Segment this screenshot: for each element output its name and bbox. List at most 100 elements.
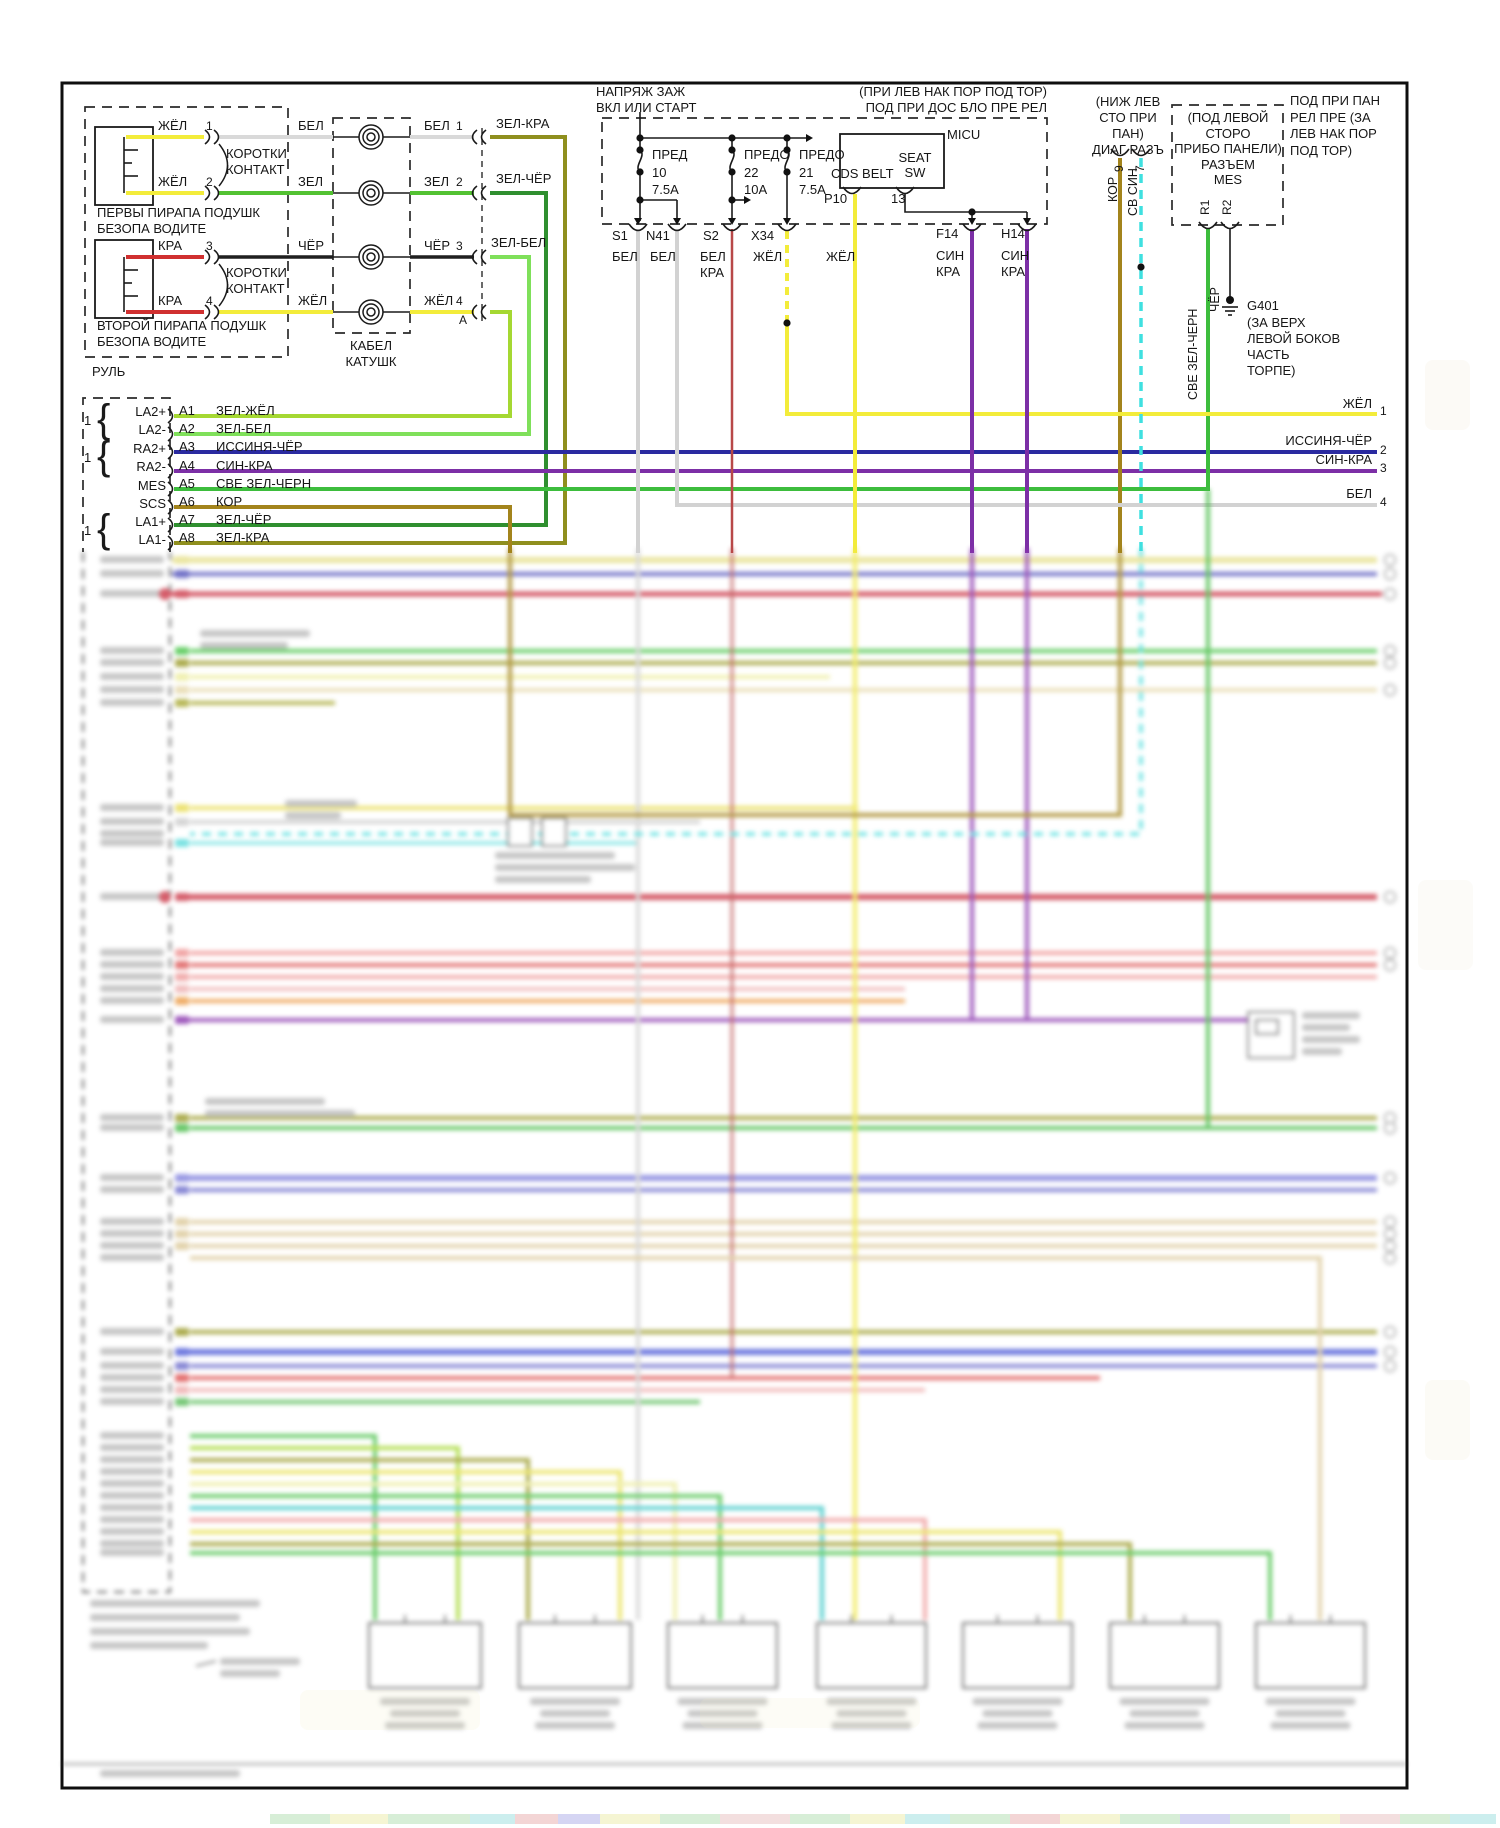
connector-arc	[667, 223, 687, 232]
mid-color-3: ЧЁР	[298, 238, 325, 253]
connector-f14: F14	[936, 226, 959, 241]
blurred-text-blob	[495, 852, 615, 859]
coil-symbol	[362, 303, 380, 321]
arrow-down	[728, 218, 736, 225]
short-contact-brace	[218, 263, 229, 307]
coil-symbol	[358, 299, 384, 325]
blurred-text-blob	[1302, 1024, 1350, 1031]
blurred-wire	[190, 1256, 1322, 1620]
connector-h14: H14	[1001, 226, 1025, 241]
blurred-label-blob	[100, 1516, 164, 1523]
blurred-label-blob	[100, 1328, 164, 1335]
harness-color-2: ЗЕЛ-ЧЁР	[496, 171, 552, 186]
blurred-pin-cell	[175, 1374, 189, 1382]
blurred-text-blob	[495, 876, 591, 883]
faint-color-strip-segment	[330, 1814, 388, 1824]
connector-arc	[1220, 221, 1240, 230]
srs-group-num-1: 1	[84, 413, 92, 428]
blurred-label-blob	[100, 556, 164, 563]
blurred-label-blob	[100, 1348, 164, 1355]
connector-arc	[895, 186, 915, 195]
diagram-border	[60, 81, 1409, 1790]
fuse-2-label: ПРЕДО 22 10A	[744, 147, 790, 197]
blurred-label-blob	[100, 893, 164, 900]
blurred-exit-badge	[1383, 1325, 1397, 1339]
connector-arc	[167, 517, 174, 533]
mes-caption: (ПОД ЛЕВОЙ СТОРО ПРИБО ПАНЕЛИ) РАЗЪЕМ ME…	[1174, 110, 1282, 187]
diag-pin-9: 9	[1112, 165, 1126, 172]
exit-2-num: 2	[1380, 443, 1387, 457]
wire-zel-zhel	[174, 310, 512, 418]
blurred-text-blob	[90, 1614, 240, 1621]
blurred-text-blob	[495, 864, 635, 871]
connector-s1: S1	[612, 228, 628, 243]
srs-color-a3: ИССИНЯ-ЧЁР	[216, 439, 303, 454]
blurred-label-blob	[100, 1242, 164, 1249]
micu-pin-p10: P10	[824, 191, 848, 206]
srs-pin-scs: SCS	[139, 496, 166, 511]
blurred-label-blob	[100, 1374, 164, 1381]
blurred-unit-caption	[1129, 1710, 1200, 1717]
blurred-label-blob	[100, 818, 164, 825]
faint-color-strip-segment	[950, 1814, 1010, 1824]
blurred-wire	[190, 1482, 677, 1620]
srs-color-a8: ЗЕЛ-КРА	[216, 530, 270, 545]
blurred-label-blob	[100, 1480, 164, 1487]
junction-dot	[728, 146, 736, 154]
blurred-label-blob	[100, 673, 164, 680]
exit-1-color: ЖЁЛ	[1342, 396, 1372, 411]
connector-s2: S2	[703, 228, 719, 243]
squib2-box	[94, 239, 154, 319]
blurred-unit-caption	[1265, 1698, 1356, 1705]
blurred-label-blob	[100, 1230, 164, 1237]
faint-smudge	[1425, 1380, 1470, 1460]
connector-arc	[628, 223, 648, 232]
coil-out-color-2: ЗЕЛ	[424, 174, 450, 189]
blurred-pin-cell	[175, 556, 189, 564]
blurred-bottom-unit-box	[816, 1622, 927, 1689]
srs-pin-ra2p: RA2+	[133, 441, 166, 456]
blurred-pin-cell	[175, 973, 189, 981]
blurred-exit-badge	[1383, 587, 1397, 601]
connector-arc	[471, 304, 478, 320]
cable-reel-box	[332, 117, 411, 334]
squib2-pin4-color: КРА	[158, 293, 183, 308]
faint-smudge	[1418, 880, 1473, 970]
connector-n41: N41	[646, 228, 670, 243]
faint-color-strip-segment	[1400, 1814, 1450, 1824]
faint-color-strip-segment	[1060, 1814, 1120, 1824]
coil-out-letter-a: A	[459, 313, 468, 327]
blurred-pin-cell	[175, 1362, 189, 1370]
connector-arc	[204, 304, 211, 320]
blurred-bottom-unit-box	[518, 1622, 632, 1689]
junction-dot	[728, 168, 736, 176]
srs-terminal-a3: A3	[179, 439, 195, 454]
connector-arc	[167, 463, 174, 479]
arrow-right	[806, 134, 813, 142]
mes-pin-r1: R1	[1198, 199, 1212, 215]
blurred-wire	[190, 1470, 622, 1620]
connector-arc	[213, 129, 220, 145]
junction-dot	[636, 146, 644, 154]
wire-color-r1: СВЕ ЗЕЛ-ЧЕРН	[1186, 308, 1200, 400]
faint-color-strip-segment	[1290, 1814, 1340, 1824]
connector-arc	[167, 426, 174, 442]
blurred-label-blob	[100, 973, 164, 980]
blurred-label-blob	[100, 804, 164, 811]
srs-pin-ra2m: RA2-	[136, 459, 166, 474]
blurred-exit-badge	[1383, 683, 1397, 697]
blurred-bottom-unit-box	[962, 1622, 1073, 1689]
blurred-text-blob	[285, 812, 341, 819]
junction-dot	[783, 168, 791, 176]
srs-pin-la1m: LA1-	[138, 532, 166, 547]
blurred-label-blob	[100, 830, 164, 837]
wire-color-s2: БЕЛ КРА	[700, 249, 726, 280]
blurred-text-blob	[1302, 1036, 1360, 1043]
srs-terminal-a8: A8	[179, 530, 195, 545]
blurred-wire	[190, 1494, 722, 1620]
blurred-unit-caption	[826, 1698, 917, 1705]
blurred-pin-cell	[175, 893, 189, 901]
blurred-exit-badge	[1383, 1359, 1397, 1373]
srs-connector-box	[82, 397, 171, 552]
